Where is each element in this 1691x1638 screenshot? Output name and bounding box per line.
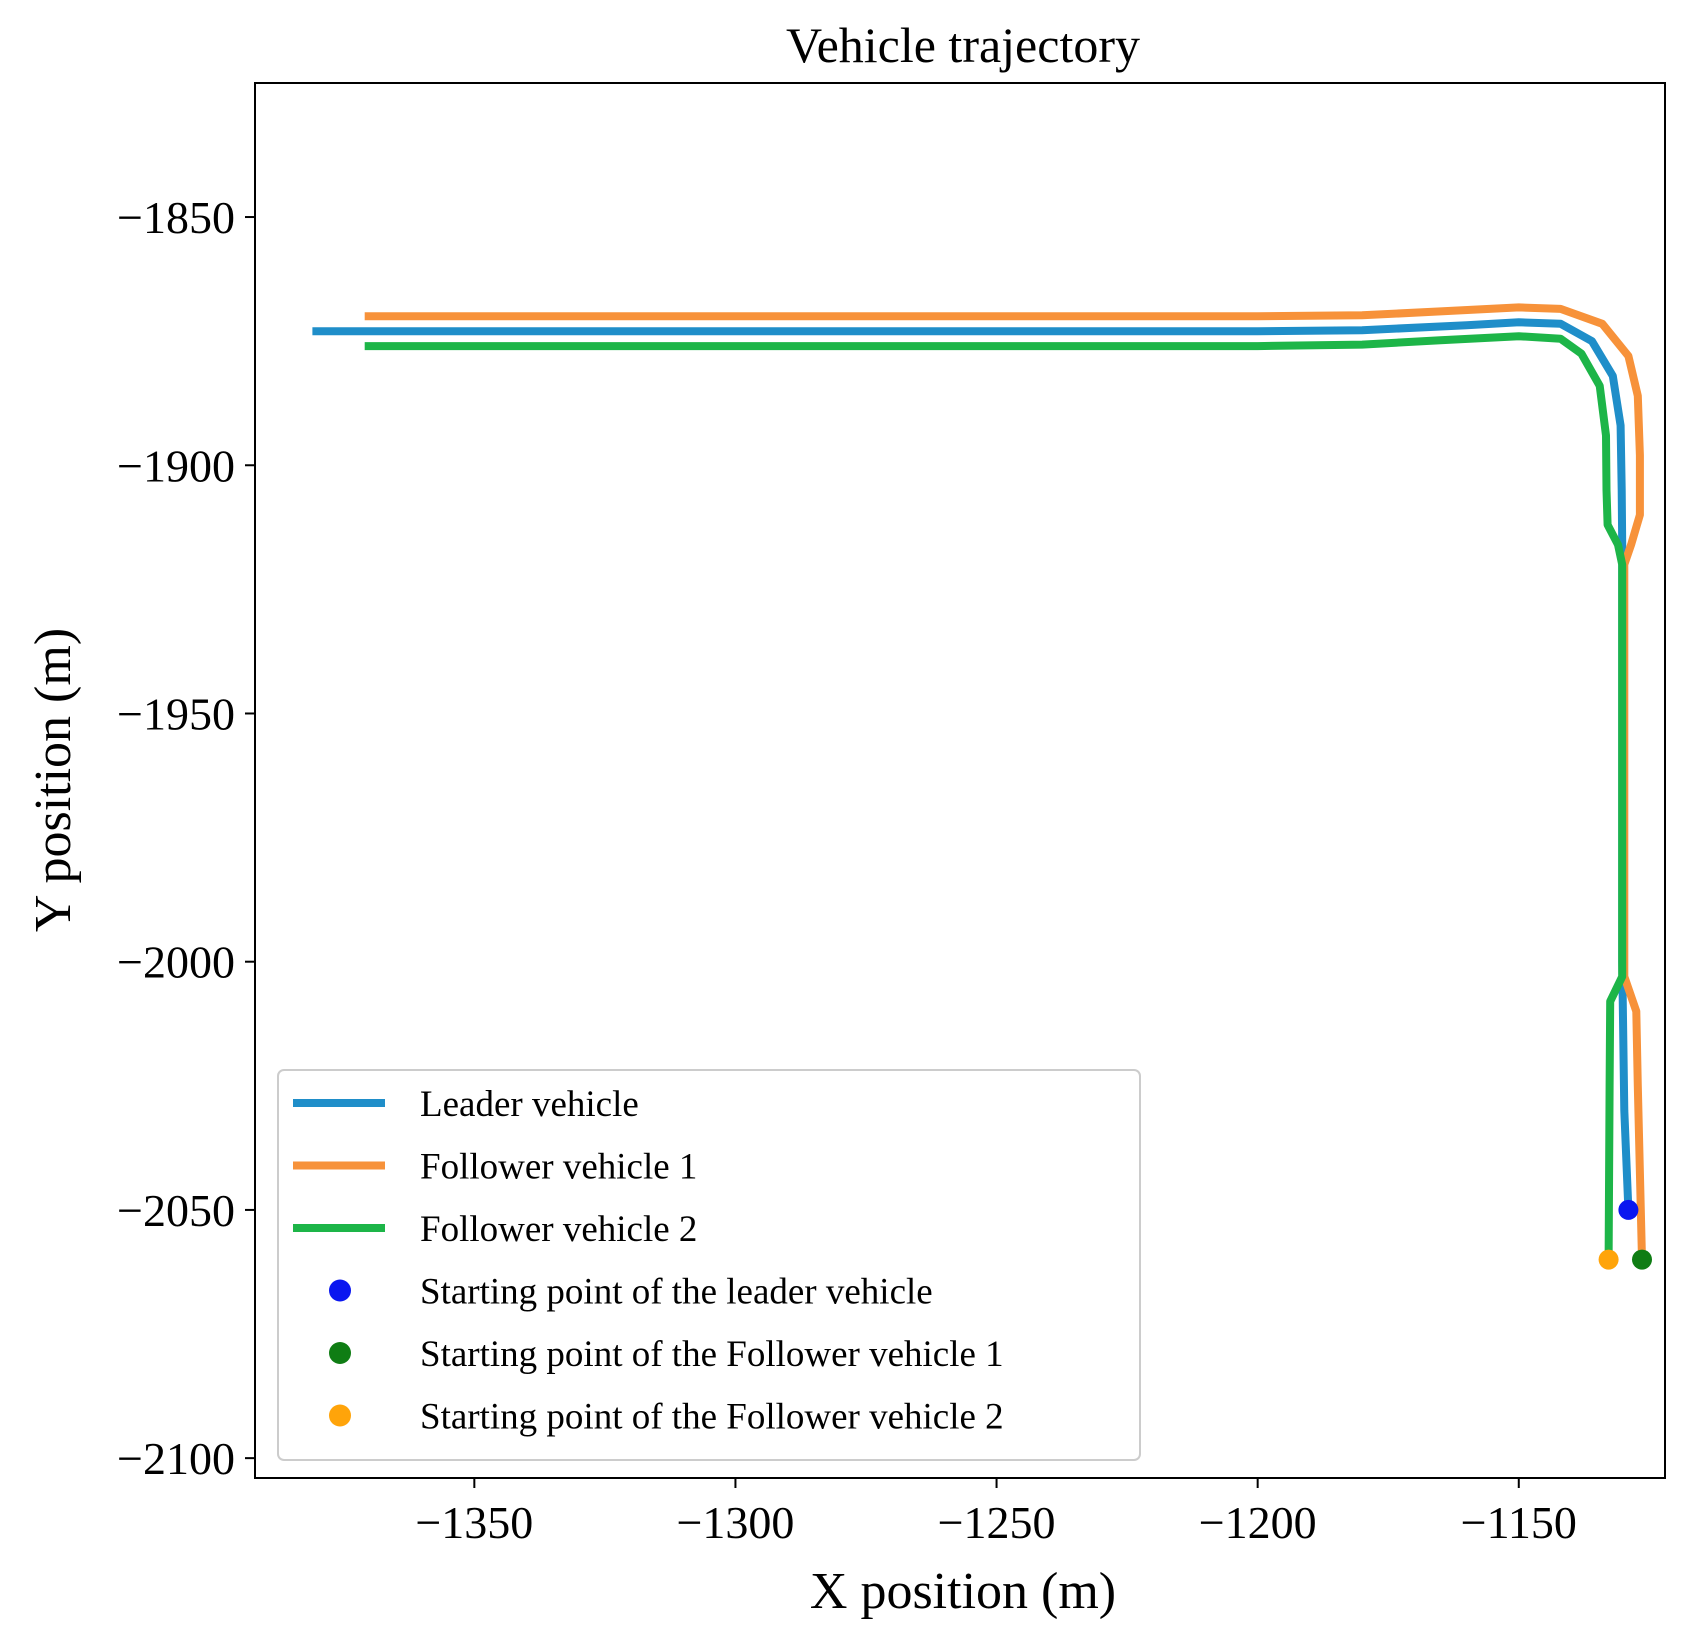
plot-frame [254,82,1666,1479]
legend-label: Starting point of the Follower vehicle 2 [420,1397,1004,1438]
start-marker-1 [1618,1199,1639,1220]
x-axis-label: X position (m) [810,1563,1116,1620]
y-tick-label: −2000 [117,937,235,988]
y-tick-label: −2050 [117,1185,235,1236]
legend-swatch-dot [329,1342,351,1364]
legend-swatch-dot [329,1404,351,1427]
series-line-3 [364,332,1627,1260]
start-marker-2 [1632,1249,1652,1270]
legend-label: Leader vehicle [420,1084,639,1125]
legend: Leader vehicle Follower vehicle 1 Follower… [277,1069,1141,1461]
x-tick-label: −1350 [415,1497,533,1548]
legend-swatch-dot [329,1279,351,1302]
x-tick-label: −1250 [938,1497,1056,1548]
legend-label: Follower vehicle 2 [420,1209,697,1250]
x-tick-label: −1300 [676,1497,794,1548]
chart-title: Vehicle trajectory [786,17,1140,73]
x-tick-label: −1200 [1199,1497,1317,1548]
y-tick-label: −2100 [117,1433,235,1484]
legend-label: Starting point of the leader vehicle [420,1272,933,1313]
y-tick-label: −1900 [117,440,235,491]
x-tick-label: −1150 [1461,1497,1577,1548]
legend-box [277,1069,1141,1461]
y-tick-label: −1850 [117,192,235,243]
legend-label: Follower vehicle 1 [420,1147,697,1188]
start-marker-3 [1598,1249,1619,1270]
legend-label: Starting point of the Follower vehicle 1 [420,1334,1004,1375]
y-axis-label: Y position (m) [25,628,82,932]
y-tick-label: −1950 [117,688,235,739]
